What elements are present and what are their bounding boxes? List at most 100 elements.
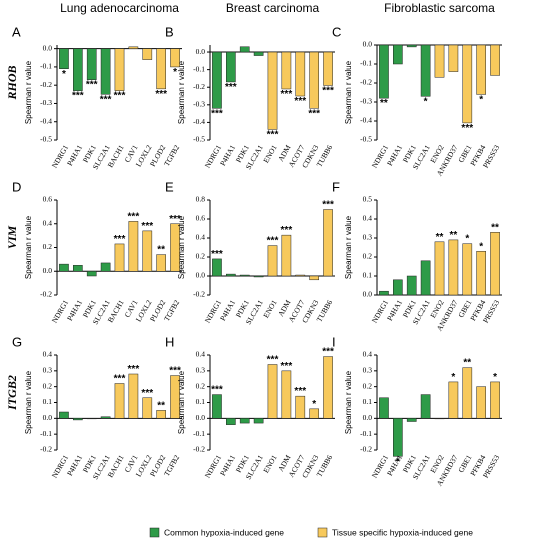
significance: *** <box>267 236 279 247</box>
y-tick-label: 0.0 <box>363 413 373 422</box>
bar <box>267 51 278 130</box>
bar <box>114 243 125 272</box>
bar <box>309 275 320 281</box>
bar <box>239 418 250 424</box>
x-tick-label: ENO1 <box>261 298 279 319</box>
y-tick-label: 0.1 <box>43 397 53 406</box>
y-tick-label: 0.4 <box>43 350 53 359</box>
y-axis-label: Spearman r value <box>177 370 186 434</box>
significance: * <box>479 94 483 105</box>
y-axis-label: Spearman r value <box>344 215 353 279</box>
panel-letter: E <box>165 179 174 194</box>
y-tick-label: 0.6 <box>43 195 53 204</box>
bar <box>86 418 97 420</box>
y-tick-label: -0.1 <box>193 64 205 73</box>
bar <box>100 262 111 272</box>
significance: *** <box>114 374 126 385</box>
bar <box>128 221 139 272</box>
significance: * <box>396 456 400 467</box>
bar <box>156 410 166 419</box>
y-tick-label: -0.3 <box>360 97 372 106</box>
significance: *** <box>281 89 293 100</box>
bar <box>59 263 69 272</box>
bar <box>142 230 153 272</box>
x-tick-label: NDRG1 <box>370 298 390 324</box>
significance: * <box>465 234 469 245</box>
significance: *** <box>155 89 167 100</box>
bar <box>420 260 431 296</box>
significance: ** <box>463 358 471 369</box>
x-tick-label: NDRG1 <box>50 143 70 169</box>
y-tick-label: 0.0 <box>43 266 53 275</box>
bar <box>420 44 431 97</box>
column-title: Breast carcinoma <box>226 1 320 15</box>
significance: *** <box>169 366 181 377</box>
significance: * <box>479 241 483 252</box>
bar <box>73 418 83 421</box>
y-tick-label: 0.2 <box>43 381 53 390</box>
bar <box>212 258 222 277</box>
y-tick-label: 0.2 <box>363 381 373 390</box>
y-tick-label: 0.0 <box>196 271 206 280</box>
x-tick-label: NDRG1 <box>50 298 70 324</box>
bar <box>420 394 431 419</box>
bar <box>59 411 69 419</box>
y-tick-label: 0.0 <box>363 290 373 299</box>
bar <box>86 271 97 277</box>
bar <box>434 44 445 78</box>
bar <box>462 367 473 419</box>
bar <box>281 370 292 419</box>
bar <box>100 48 111 95</box>
bar <box>100 416 111 419</box>
bar <box>406 275 417 296</box>
significance: * <box>173 67 177 78</box>
y-tick-label: 0.2 <box>43 242 53 251</box>
significance: *** <box>267 129 279 140</box>
x-tick-label: NDRG1 <box>203 298 223 324</box>
panel-letter: F <box>332 179 340 194</box>
y-tick-label: 0.1 <box>363 271 373 280</box>
bar <box>323 356 333 419</box>
y-tick-label: 0.0 <box>43 413 53 422</box>
y-tick-label: -0.2 <box>360 78 372 87</box>
significance: * <box>424 96 428 107</box>
x-tick-label: NDRG1 <box>370 453 390 479</box>
y-tick-label: 0.2 <box>363 252 373 261</box>
y-tick-label: -0.2 <box>193 82 205 91</box>
legend-swatch <box>317 527 328 538</box>
significance: *** <box>322 85 334 96</box>
bar <box>212 51 222 109</box>
significance: *** <box>128 364 140 375</box>
bar <box>295 51 306 97</box>
bar <box>170 223 180 272</box>
y-tick-label: 0.0 <box>43 43 53 52</box>
panel-letter: B <box>165 24 174 39</box>
bar <box>490 232 500 296</box>
y-tick-label: 0.6 <box>196 214 206 223</box>
significance: * <box>451 372 455 383</box>
bar <box>406 44 417 48</box>
bar <box>170 375 180 419</box>
y-tick-label: 0.3 <box>363 366 373 375</box>
significance: *** <box>211 385 223 396</box>
bar <box>448 44 459 72</box>
bar <box>323 51 333 86</box>
y-tick-label: -0.1 <box>40 429 52 438</box>
bar <box>490 381 500 419</box>
y-tick-label: -0.5 <box>193 135 205 144</box>
panel-letter: A <box>12 24 21 39</box>
y-tick-label: -0.1 <box>193 429 205 438</box>
significance: *** <box>281 361 293 372</box>
panel-letter: H <box>165 334 174 349</box>
y-axis-label: Spearman r value <box>24 215 33 279</box>
y-tick-label: -0.5 <box>40 135 52 144</box>
x-tick-label: NDRG1 <box>203 453 223 479</box>
y-tick-label: -0.2 <box>360 445 372 454</box>
x-tick-label: NDRG1 <box>370 143 390 169</box>
y-tick-label: -0.4 <box>40 116 52 125</box>
x-tick-label: NDRG1 <box>203 143 223 169</box>
bar <box>379 44 389 99</box>
bar <box>253 51 264 56</box>
bar <box>114 48 125 91</box>
